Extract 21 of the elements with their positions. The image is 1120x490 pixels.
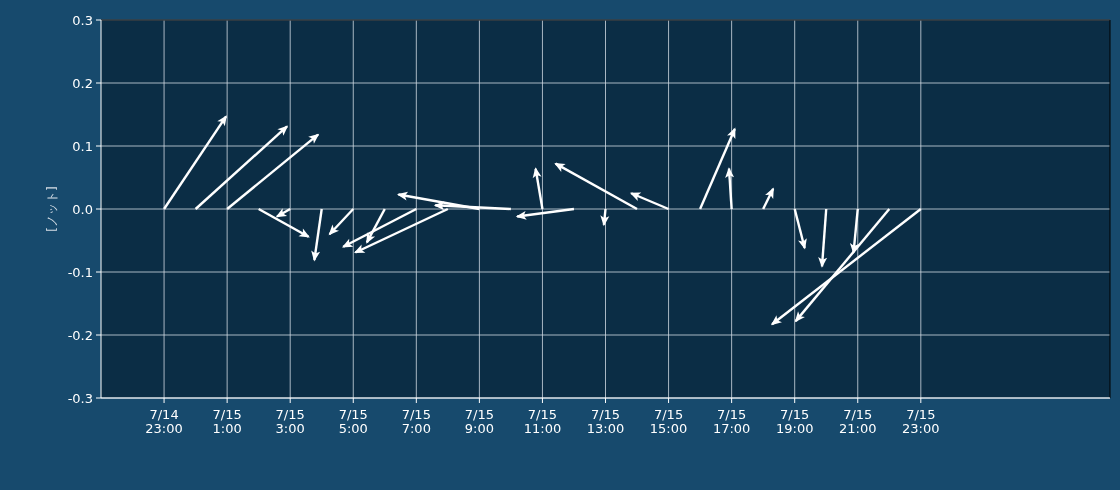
x-tick-label: 7/15 7:00 xyxy=(401,407,431,436)
x-tick-label: 7/15 3:00 xyxy=(275,407,305,436)
x-tick-label: 7/15 23:00 xyxy=(902,407,940,436)
x-tick-label: 7/15 15:00 xyxy=(649,407,688,436)
y-tick-label: 0.3 xyxy=(72,12,93,28)
x-tick-label: 7/15 21:00 xyxy=(839,407,877,436)
y-axis-title: [ノット] xyxy=(45,186,59,232)
x-tick-label: 7/15 19:00 xyxy=(775,407,814,436)
x-tick-label: 7/15 5:00 xyxy=(338,407,368,436)
x-tick-label: 7/15 13:00 xyxy=(586,407,625,436)
x-tick-label: 7/15 17:00 xyxy=(712,407,751,436)
y-tick-label: -0.3 xyxy=(67,390,93,406)
y-tick-label: 0.2 xyxy=(72,75,93,91)
x-tick-label: 7/15 9:00 xyxy=(464,407,494,436)
y-tick-label: 0.1 xyxy=(72,138,93,154)
y-tick-label: -0.1 xyxy=(67,264,93,280)
y-tick-label: 0.0 xyxy=(72,201,93,217)
x-tick-label: 7/15 11:00 xyxy=(523,407,562,436)
x-tick-label: 7/15 1:00 xyxy=(212,407,242,436)
y-tick-label: -0.2 xyxy=(67,327,93,343)
x-tick-label: 7/14 23:00 xyxy=(145,407,183,436)
